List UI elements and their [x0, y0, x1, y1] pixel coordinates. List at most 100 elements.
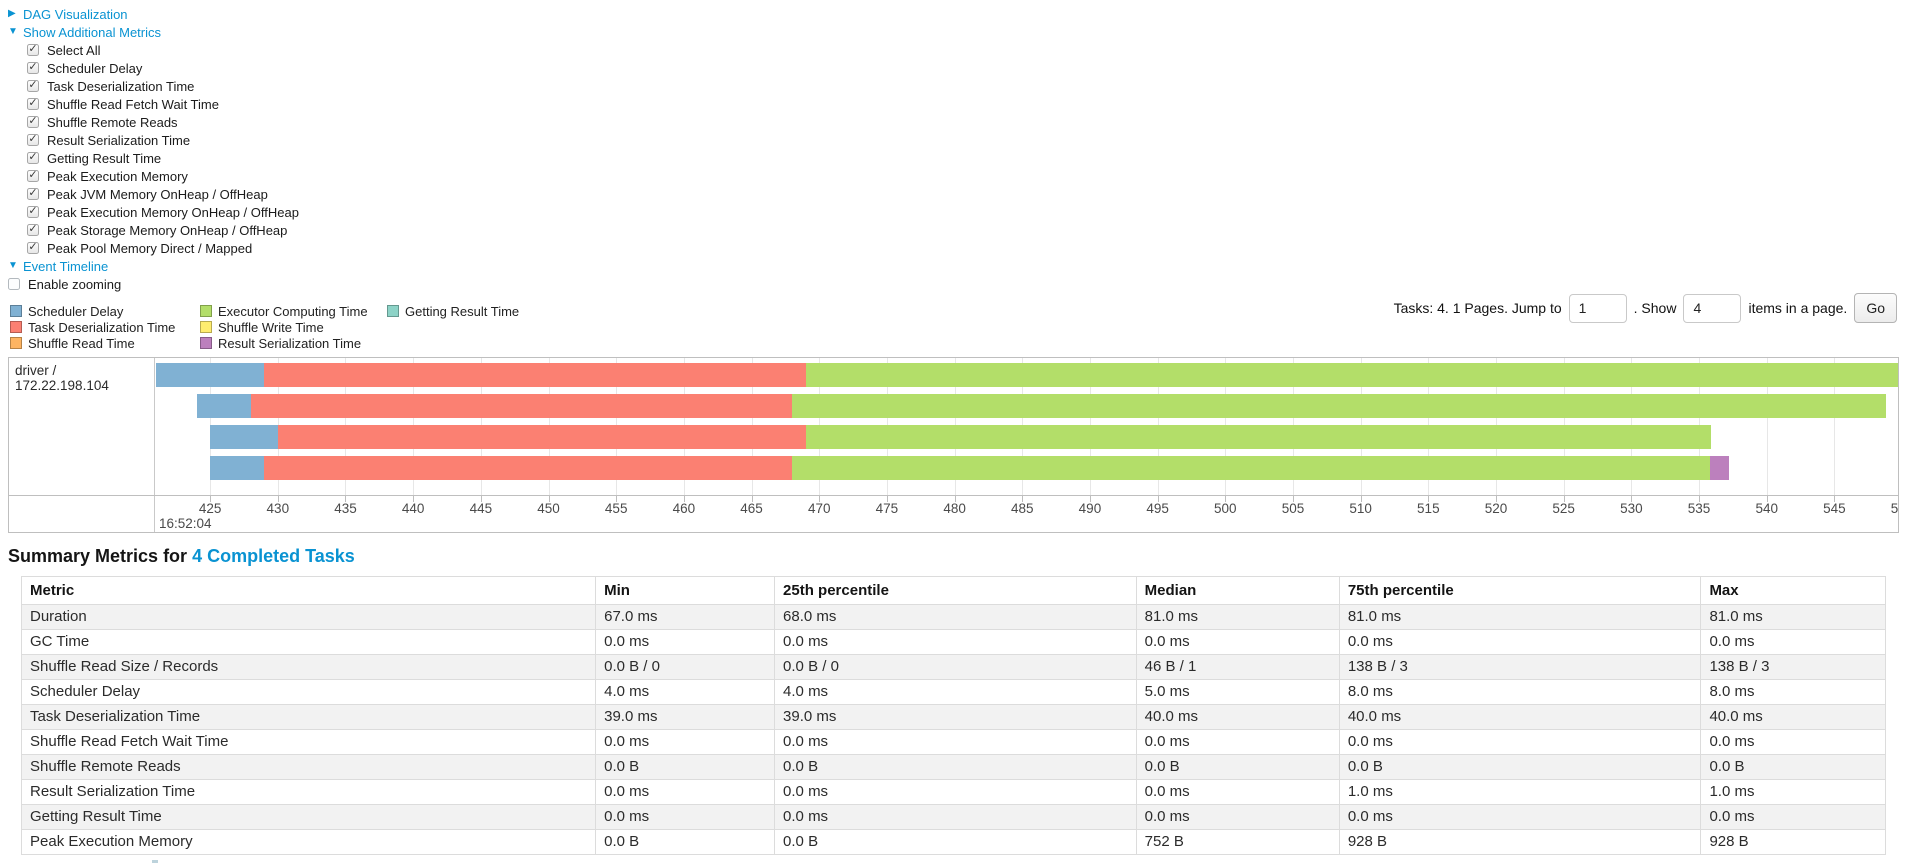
metric-checkbox-label: Getting Result Time: [47, 150, 162, 166]
summary-table-cell: Shuffle Read Size / Records: [20, 654, 597, 680]
checkbox-checked-icon[interactable]: ✓: [27, 169, 39, 182]
gridline: [1834, 358, 1836, 495]
axis-tick: [413, 496, 415, 502]
summary-table-cell: 67.0 ms: [595, 604, 776, 630]
metric-checkbox-label: Result Serialization Time: [47, 132, 191, 148]
timeline-task-segment[interactable]: [805, 425, 1712, 449]
legend-swatch-icon: [200, 337, 212, 349]
show-label: . Show: [1633, 300, 1677, 316]
summary-column-header: 25th percentile: [774, 576, 1137, 605]
axis-tick-label: 450: [537, 501, 560, 516]
axis-tick: [548, 496, 550, 502]
summary-table-cell: 0.0 ms: [1135, 629, 1340, 655]
axis-tick: [1834, 496, 1836, 502]
metric-checkbox-label: Scheduler Delay: [47, 60, 143, 76]
legend-column: Scheduler Delay Task Deserialization Time…: [10, 303, 200, 351]
axis-tick: [1631, 496, 1633, 502]
summary-table-cell: 0.0 B / 0: [595, 654, 776, 680]
legend-label: Scheduler Delay: [28, 303, 124, 319]
dag-visualization-toggle[interactable]: ▶ DAG Visualization: [8, 7, 128, 22]
timeline-task-segment[interactable]: [210, 456, 265, 480]
checkbox-checked-icon[interactable]: ✓: [27, 61, 39, 74]
legend-label: Shuffle Write Time: [218, 319, 324, 335]
timeline-task-segment[interactable]: [196, 394, 251, 418]
metric-checkbox-label: Shuffle Remote Reads: [47, 114, 178, 130]
summary-table-cell: 40.0 ms: [1338, 704, 1702, 730]
summary-table-cell: 4.0 ms: [595, 679, 776, 705]
completed-tasks-link[interactable]: 4 Completed Tasks: [192, 546, 355, 566]
axis-tick-label: 535: [1687, 501, 1711, 516]
page-size-input[interactable]: [1683, 293, 1742, 323]
summary-table-row: GC Time 0.0 ms 0.0 ms 0.0 ms 0.0 ms 0.0 ms: [20, 629, 1886, 655]
summary-table-row: Task Deserialization Time 39.0 ms 39.0 ms 4…: [20, 704, 1886, 730]
axis-tick: [210, 496, 212, 502]
summary-table-cell: 0.0 B: [1135, 754, 1340, 780]
metric-checkbox-item: ✓ Peak JVM Memory OnHeap / OffHeap: [27, 185, 1899, 203]
summary-table-cell: 5.0 ms: [1135, 679, 1340, 705]
timeline-task-segment[interactable]: [250, 394, 793, 418]
legend-swatch-icon: [200, 321, 212, 333]
pagination-controls: Tasks: 4. 1 Pages. Jump to . Show items …: [1394, 293, 1897, 323]
checkbox-checked-icon[interactable]: ✓: [27, 97, 39, 110]
summary-table-cell: 0.0 ms: [1338, 729, 1702, 755]
summary-column-header: 75th percentile: [1338, 576, 1702, 605]
timeline-task-segment[interactable]: [210, 425, 278, 449]
timeline-task-segment[interactable]: [156, 363, 265, 387]
summary-title-prefix: Summary Metrics for: [8, 546, 193, 566]
checkbox-checked-icon[interactable]: ✓: [27, 43, 39, 56]
enable-zooming-checkbox[interactable]: [8, 278, 20, 290]
legend-swatch-icon: [10, 321, 22, 333]
metric-checkbox-item: ✓ Peak Execution Memory OnHeap / OffHeap: [27, 203, 1899, 221]
checkbox-checked-icon[interactable]: ✓: [27, 79, 39, 92]
axis-tick-label: 455: [604, 501, 628, 516]
timeline-task-segment[interactable]: [792, 456, 1710, 480]
summary-table-cell: 0.0 ms: [774, 779, 1137, 805]
axis-tick-label: 530: [1620, 501, 1643, 516]
summary-table-cell: Scheduler Delay: [20, 679, 597, 705]
timeline-task-segment[interactable]: [1709, 456, 1729, 480]
metric-checkbox-item: ✓ Task Deserialization Time: [27, 77, 1899, 95]
timeline-task-segment[interactable]: [264, 456, 793, 480]
timeline-task-segment[interactable]: [277, 425, 806, 449]
summary-table-row: Shuffle Read Fetch Wait Time 0.0 ms 0.0 ms…: [20, 729, 1886, 755]
timeline-task-segment[interactable]: [792, 394, 1886, 418]
summary-table-cell: 81.0 ms: [1338, 604, 1702, 630]
metric-checkbox-item: ✓ Peak Pool Memory Direct / Mapped: [27, 239, 1899, 257]
timeline-axis: 425 430 435 440 445 450 455 460 465 470 475 480 485 4…: [9, 495, 1898, 532]
go-button[interactable]: Go: [1854, 293, 1897, 323]
legend-swatch-icon: [200, 305, 212, 317]
axis-tick: [616, 496, 618, 502]
dag-visualization-row: ▶ DAG Visualization: [8, 5, 1899, 23]
timeline-task-segment[interactable]: [264, 363, 806, 387]
summary-table-cell: 46 B / 1: [1135, 654, 1340, 680]
show-additional-metrics-toggle[interactable]: ▼ Show Additional Metrics: [8, 25, 161, 40]
clipped-next-section-artifact: [152, 860, 158, 863]
axis-tick-label: 470: [807, 501, 831, 516]
jump-to-page-input[interactable]: [1568, 293, 1627, 323]
legend-item: Scheduler Delay: [10, 303, 200, 319]
timeline-task-segment[interactable]: [805, 363, 1898, 387]
axis-tick: [1699, 496, 1701, 502]
summary-metrics-title: Summary Metrics for 4 Completed Tasks: [8, 546, 1899, 567]
checkbox-checked-icon[interactable]: ✓: [27, 205, 39, 218]
axis-tick: [1766, 496, 1768, 502]
checkbox-checked-icon[interactable]: ✓: [27, 133, 39, 146]
checkbox-checked-icon[interactable]: ✓: [27, 241, 39, 254]
axis-tick: [345, 496, 347, 502]
summary-table-row: Getting Result Time 0.0 ms 0.0 ms 0.0 ms 0.0…: [20, 804, 1886, 830]
event-timeline-toggle[interactable]: ▼ Event Timeline: [8, 259, 108, 274]
checkbox-checked-icon[interactable]: ✓: [27, 223, 39, 236]
metric-checkbox-label: Select All: [47, 42, 101, 58]
timeline-axis-ticks: 425 430 435 440 445 450 455 460 465 470 475 480 485 4…: [156, 496, 1898, 532]
summary-table-cell: 0.0 ms: [1700, 804, 1886, 830]
summary-table-cell: Task Deserialization Time: [20, 704, 597, 730]
checkbox-checked-icon[interactable]: ✓: [27, 115, 39, 128]
legend-swatch-icon: [10, 337, 22, 349]
checkbox-checked-icon[interactable]: ✓: [27, 151, 39, 164]
axis-tick: [886, 496, 888, 502]
summary-table-cell: 68.0 ms: [774, 604, 1137, 630]
dag-visualization-label: DAG Visualization: [23, 6, 128, 22]
arrow-right-icon: ▶: [8, 8, 16, 19]
checkbox-checked-icon[interactable]: ✓: [27, 187, 39, 200]
show-additional-metrics-row: ▼ Show Additional Metrics: [8, 23, 1899, 41]
